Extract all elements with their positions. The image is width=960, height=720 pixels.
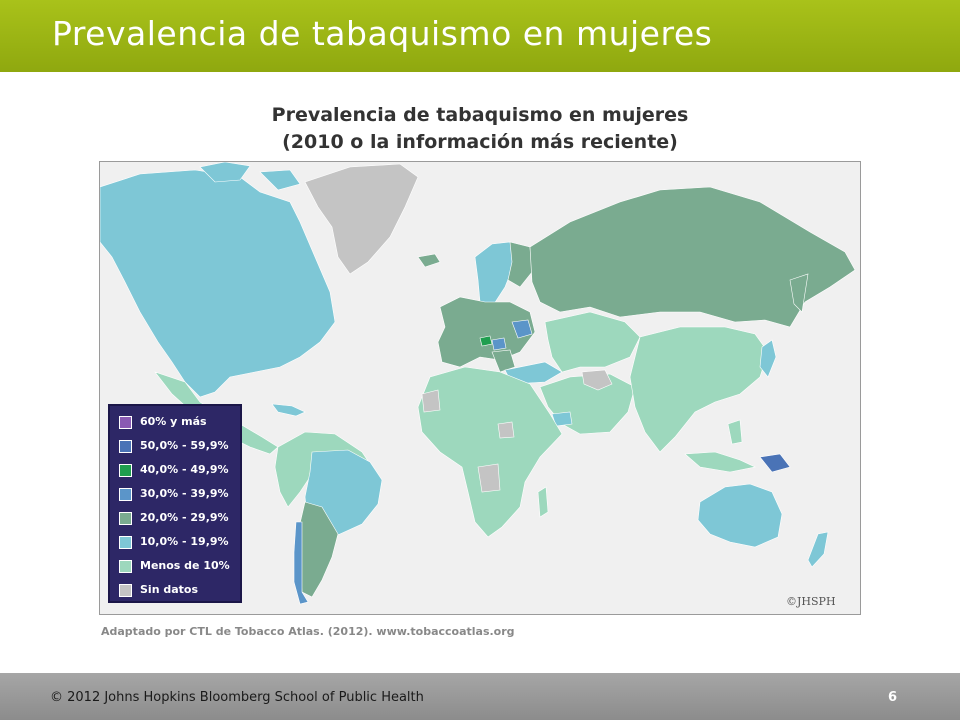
legend-swatch [119,416,132,429]
region-greenland [304,163,419,275]
source-citation: Adaptado por CTL de Tobacco Atlas. (2012… [101,625,515,638]
region-russia [529,186,856,328]
region-chile [293,521,309,605]
legend-swatch [119,536,132,549]
region-balkans [491,349,516,373]
legend-label: 40,0% - 49,9% [140,463,229,476]
legend-label: 30,0% - 39,9% [140,487,229,500]
map-watermark: ©JHSPH [786,595,836,608]
region-maritime-asia [684,419,756,473]
region-africa-no-data [421,389,515,493]
region-caribbean [271,403,306,417]
map-title: Prevalencia de tabaquismo en mujeres [271,104,689,126]
legend-label: Menos de 10% [140,559,230,572]
footer-copyright: © 2012 Johns Hopkins Bloomberg School of… [50,690,424,705]
region-africa [417,366,563,538]
legend-swatch [119,464,132,477]
page-number: 6 [888,690,898,705]
legend-swatch [119,560,132,573]
slide-header: Prevalencia de tabaquismo en mujeres [0,0,960,72]
region-north-america [100,169,336,398]
world-map-graphic [100,162,856,605]
legend-swatch [119,512,132,525]
legend-label: 60% y más [140,415,207,428]
legend-swatch [119,440,132,453]
region-papua-new-guinea [759,453,791,473]
slide-footer: © 2012 Johns Hopkins Bloomberg School of… [0,673,960,720]
map-subtitle: (2010 o la información más reciente) [282,131,678,153]
slide-title: Prevalencia de tabaquismo en mujeres [52,14,713,53]
region-kamchatka [789,273,809,313]
region-hungary [479,335,493,347]
legend-swatch [119,584,132,597]
region-iceland [417,253,441,268]
region-east-south-asia [629,326,769,453]
region-new-zealand [807,531,829,568]
region-japan [759,339,777,378]
legend-label: 20,0% - 29,9% [140,511,229,524]
legend-label: Sin datos [140,583,199,596]
region-arctic-islands [199,162,301,191]
region-madagascar [537,486,549,518]
map-legend: 60% y más 50,0% - 59,9% 40,0% - 49,9% 30… [108,404,242,603]
region-eastern-europe [491,319,533,351]
legend-label: 50,0% - 59,9% [140,439,229,452]
region-australia [697,483,783,548]
legend-swatch [119,488,132,501]
legend-label: 10,0% - 19,9% [140,535,229,548]
region-iran [581,369,613,391]
region-finland [507,241,533,288]
region-scandinavia [474,241,516,308]
